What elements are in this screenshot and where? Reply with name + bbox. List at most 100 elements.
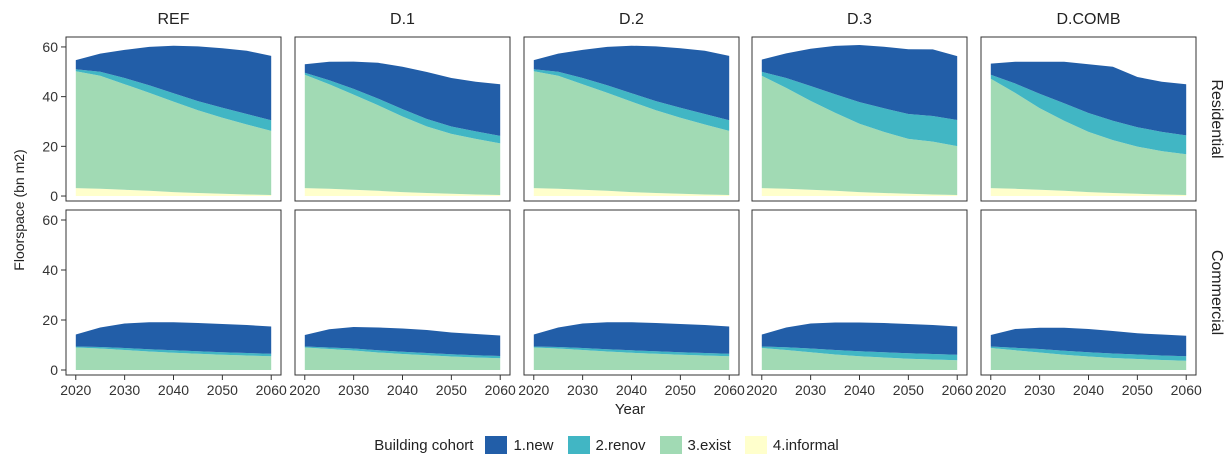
panel-border	[980, 209, 1197, 376]
legend-item-informal: 4.informal	[744, 436, 839, 454]
legend: Building cohort 1.new 2.renov 3.exist 4.…	[0, 431, 1227, 459]
legend-item-new: 1.new	[485, 436, 554, 454]
area-2-renov	[761, 71, 958, 147]
panel-d-3-residential	[751, 36, 968, 202]
panel-border	[294, 36, 511, 202]
area-1-new	[75, 322, 272, 354]
y-tick-label: 40	[42, 262, 58, 278]
x-tick-label: 2020	[60, 382, 91, 398]
y-axis-label: Floorspace (bn m2)	[11, 149, 27, 270]
area-1-new	[990, 327, 1187, 357]
x-tick-label: 2050	[665, 382, 696, 398]
x-tick-label: 2060	[942, 382, 973, 398]
area-3-exist	[761, 75, 958, 195]
facet-row-title-commercial: Commercial	[1208, 250, 1225, 335]
area-2-renov	[304, 72, 501, 144]
facet-title-d-2: D.2	[619, 11, 644, 28]
area-4-informal	[990, 188, 1187, 196]
area-1-new	[533, 322, 730, 354]
x-tick-label: 2060	[714, 382, 745, 398]
area-1-new	[761, 322, 958, 355]
x-tick-label: 2030	[795, 382, 826, 398]
area-2-renov	[761, 346, 958, 361]
area-3-exist	[990, 78, 1187, 195]
area-2-renov	[75, 69, 272, 131]
panel-border	[751, 209, 968, 376]
x-tick-label: 2020	[518, 382, 549, 398]
facet-title-d-3: D.3	[847, 11, 872, 28]
legend-title: Building cohort	[374, 436, 474, 454]
area-1-new	[761, 45, 958, 120]
x-tick-label: 2040	[616, 382, 647, 398]
area-1-new	[75, 45, 272, 121]
x-tick-label: 2030	[338, 382, 369, 398]
y-tick-label: 60	[42, 39, 58, 55]
area-2-renov	[990, 74, 1187, 155]
panel-d-2-residential	[523, 36, 740, 202]
area-3-exist	[75, 71, 272, 195]
x-tick-label: 2020	[975, 382, 1006, 398]
area-3-exist	[533, 71, 730, 195]
legend-item-exist: 3.exist	[659, 436, 731, 454]
area-2-renov	[533, 346, 730, 357]
area-1-new	[990, 61, 1187, 136]
panel-d-1-residential	[294, 36, 511, 202]
x-tick-label: 2030	[567, 382, 598, 398]
x-tick-label: 2060	[256, 382, 287, 398]
area-3-exist	[304, 347, 501, 370]
area-3-exist	[990, 348, 1187, 370]
x-tick-label: 2050	[1122, 382, 1153, 398]
y-tick-label: 0	[50, 362, 58, 378]
panel-ref-commercial	[65, 209, 282, 376]
panel-d-comb-residential	[980, 36, 1197, 202]
area-4-informal	[304, 188, 501, 196]
area-4-informal	[75, 188, 272, 196]
area-4-informal	[533, 188, 730, 196]
area-3-exist	[761, 348, 958, 370]
panel-border	[751, 36, 968, 202]
faceted-area-chart: Floorspace (bn m2) Year REF D.1 D.2 D.3 D.CO…	[11, 11, 1225, 418]
legend-swatch-renov	[567, 436, 590, 454]
x-tick-label: 2020	[289, 382, 320, 398]
area-4-informal	[761, 188, 958, 196]
y-tick-label: 0	[50, 188, 58, 204]
area-1-new	[304, 327, 501, 356]
legend-swatch-informal	[744, 436, 767, 454]
area-3-exist	[75, 347, 272, 370]
panel-border	[65, 36, 282, 202]
panel-d-2-commercial	[523, 209, 740, 376]
area-2-renov	[990, 346, 1187, 361]
legend-label-new: 1.new	[513, 436, 554, 454]
x-tick-label: 2060	[485, 382, 516, 398]
panel-border	[980, 36, 1197, 202]
x-tick-label: 2040	[1073, 382, 1104, 398]
facet-title-d-1: D.1	[390, 11, 415, 28]
y-tick-label: 60	[42, 212, 58, 228]
legend-item-renov: 2.renov	[567, 436, 646, 454]
x-axis-label: Year	[615, 401, 645, 418]
facet-title-d-comb: D.COMB	[1057, 11, 1121, 28]
area-3-exist	[533, 347, 730, 370]
area-3-exist	[304, 74, 501, 195]
legend-label-informal: 4.informal	[772, 436, 839, 454]
legend-swatch-exist	[659, 436, 682, 454]
panel-ref-residential	[65, 36, 282, 202]
facet-title-ref: REF	[158, 11, 190, 28]
panel-border	[65, 209, 282, 376]
y-tick-label: 40	[42, 89, 58, 105]
panel-d-3-commercial	[751, 209, 968, 376]
x-tick-label: 2050	[893, 382, 924, 398]
legend-label-renov: 2.renov	[595, 436, 646, 454]
panel-border	[523, 209, 740, 376]
area-2-renov	[533, 69, 730, 131]
area-1-new	[533, 45, 730, 121]
y-tick-label: 20	[42, 312, 58, 328]
y-tick-label: 20	[42, 138, 58, 154]
legend-label-exist: 3.exist	[687, 436, 731, 454]
x-tick-label: 2030	[1024, 382, 1055, 398]
area-1-new	[304, 61, 501, 136]
x-tick-label: 2020	[746, 382, 777, 398]
panel-border	[523, 36, 740, 202]
legend-swatch-new	[485, 436, 508, 454]
x-tick-label: 2060	[1171, 382, 1202, 398]
